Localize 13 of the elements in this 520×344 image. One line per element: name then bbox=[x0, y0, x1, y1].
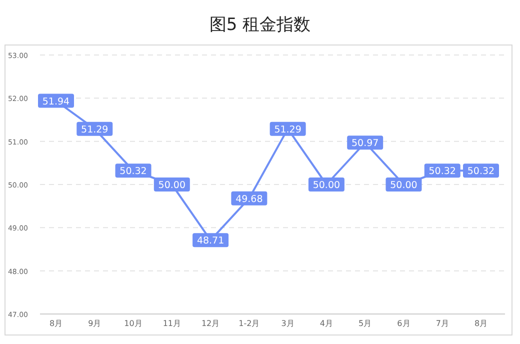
chart-title: 图5 租金指数 bbox=[209, 15, 311, 35]
x-tick-label: 5月 bbox=[358, 319, 372, 328]
x-tick-label: 9月 bbox=[88, 319, 102, 328]
x-tick-label: 1-2月 bbox=[238, 319, 260, 328]
x-tick-label: 12月 bbox=[201, 319, 220, 328]
x-tick-label: 6月 bbox=[397, 319, 410, 328]
x-tick-label: 8月 bbox=[474, 319, 488, 328]
x-tick-label: 11月 bbox=[162, 319, 182, 328]
x-tick-label: 4月 bbox=[320, 319, 333, 328]
x-tick-label: 10月 bbox=[124, 319, 142, 328]
x-tick-label: 3月 bbox=[281, 319, 294, 328]
x-tick-label: 8月 bbox=[49, 319, 63, 328]
x-tick-label: 7月 bbox=[436, 319, 449, 328]
